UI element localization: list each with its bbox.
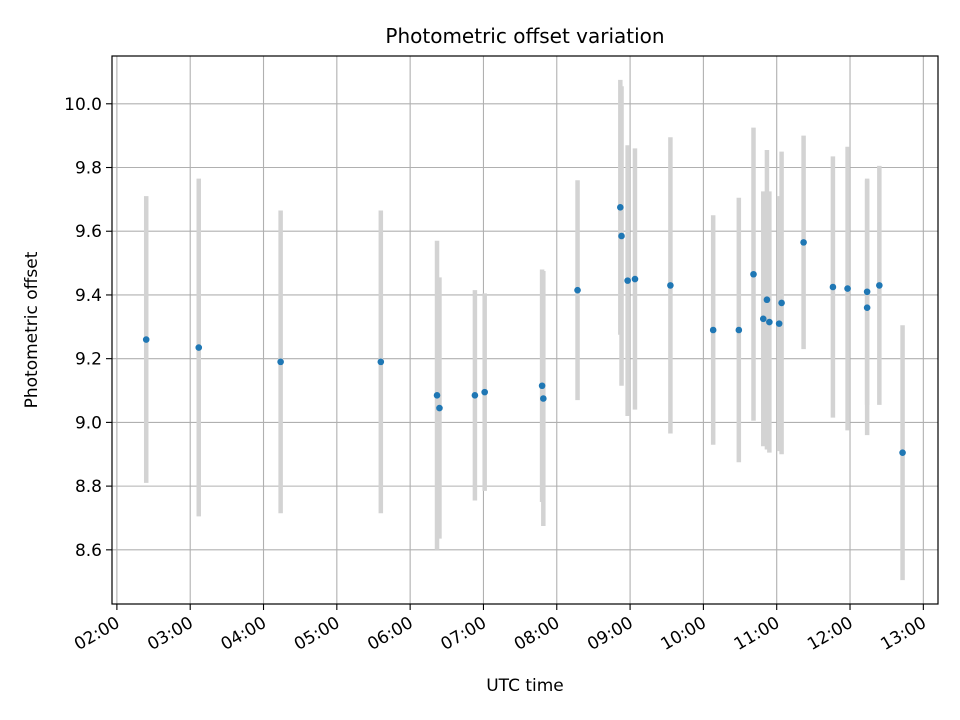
data-point: [481, 388, 488, 396]
data-point: [436, 404, 443, 412]
data-point: [631, 275, 639, 283]
data-point: [142, 336, 150, 343]
data-point: [766, 318, 773, 326]
data-point: [763, 296, 771, 304]
data-point: [624, 277, 631, 284]
data-points: [142, 204, 906, 456]
chart-title: Photometric offset variation: [385, 24, 664, 48]
data-point: [775, 320, 783, 327]
data-point: [778, 299, 785, 307]
data-point: [759, 315, 767, 323]
data-point: [709, 326, 717, 334]
data-point: [899, 449, 906, 456]
data-point: [863, 288, 871, 296]
data-point: [863, 304, 871, 311]
y-tick-label: 9.0: [75, 413, 102, 433]
data-point: [667, 282, 674, 289]
data-point: [540, 395, 547, 402]
plot-area-frame: [111, 55, 939, 605]
x-axis-label: UTC time: [486, 676, 564, 696]
data-point: [844, 285, 851, 292]
data-point: [829, 283, 837, 291]
y-tick-label: 8.6: [75, 541, 102, 561]
y-axis: 8.6 8.8 9.0 9.2 9.4 9.6 9.8 10.0: [64, 95, 112, 561]
y-axis-label: Photometric offset: [22, 251, 42, 408]
grid: [112, 56, 938, 604]
data-point: [538, 382, 546, 390]
data-point: [277, 358, 284, 366]
y-tick-label: 9.8: [75, 159, 102, 179]
data-point: [377, 358, 385, 366]
data-point: [471, 392, 479, 399]
data-point: [735, 326, 743, 334]
data-point: [876, 282, 883, 289]
plot-area-background: [112, 56, 938, 604]
data-point: [800, 239, 807, 246]
data-point: [574, 286, 581, 294]
y-tick-label: 9.4: [75, 286, 102, 306]
y-tick-label: 10.0: [64, 95, 102, 115]
data-point: [750, 270, 757, 278]
data-point: [618, 232, 625, 240]
y-tick-label: 9.2: [75, 350, 102, 370]
y-tick-label: 9.6: [75, 222, 102, 242]
y-tick-label: 8.8: [75, 477, 102, 497]
data-point: [617, 204, 624, 211]
data-point: [433, 392, 441, 399]
data-point: [195, 344, 203, 351]
